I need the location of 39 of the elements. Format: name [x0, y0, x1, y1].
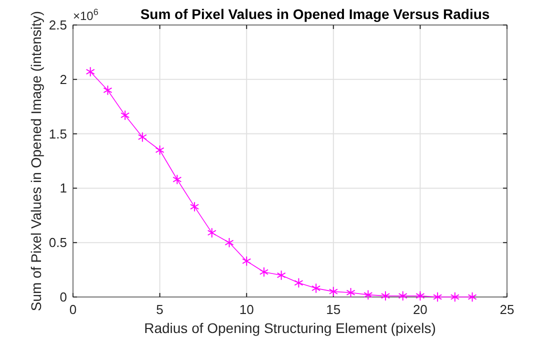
x-tick-label: 5	[156, 302, 164, 317]
point	[155, 144, 164, 156]
point	[86, 66, 95, 77]
point	[398, 290, 408, 302]
text: ×10$^{6}$	[73, 7, 98, 23]
point	[172, 174, 182, 185]
point	[224, 237, 234, 248]
chart-title: Sum of Pixel Values in Opened Image Versus Radius	[140, 6, 490, 22]
point	[380, 290, 390, 302]
point	[120, 110, 130, 120]
point	[416, 290, 425, 302]
point	[276, 270, 286, 280]
point	[312, 283, 321, 294]
point	[259, 266, 268, 278]
point	[207, 228, 216, 238]
y-tick-label: 0	[60, 290, 67, 304]
y-tick-label: 2.5	[48, 18, 67, 32]
x-tick-label: 15	[326, 302, 341, 317]
point	[468, 292, 477, 302]
y-tick-label: 1	[60, 180, 67, 196]
point	[242, 256, 252, 266]
x-tick-label: 10	[239, 302, 254, 317]
point	[328, 286, 338, 297]
point	[294, 278, 304, 288]
y-tick-label: 2	[60, 72, 67, 87]
point	[346, 288, 356, 298]
y-tick-label: 1.5	[48, 126, 67, 142]
x-tick-label: 0	[69, 302, 77, 317]
point	[103, 85, 112, 96]
point	[364, 290, 373, 300]
x-tick-label: 20	[412, 302, 428, 317]
x-axis-title: Radius of Opening Structuring Element (pixels)	[144, 320, 436, 336]
point	[190, 202, 200, 212]
point	[450, 292, 460, 302]
point	[138, 132, 147, 142]
y-tick-label: 0.5	[48, 235, 67, 250]
x-tick-label: 25	[500, 302, 514, 317]
y-axis-title: Sum of Pixel Values in Opened Image (intensity)	[28, 10, 44, 312]
point	[433, 292, 442, 302]
